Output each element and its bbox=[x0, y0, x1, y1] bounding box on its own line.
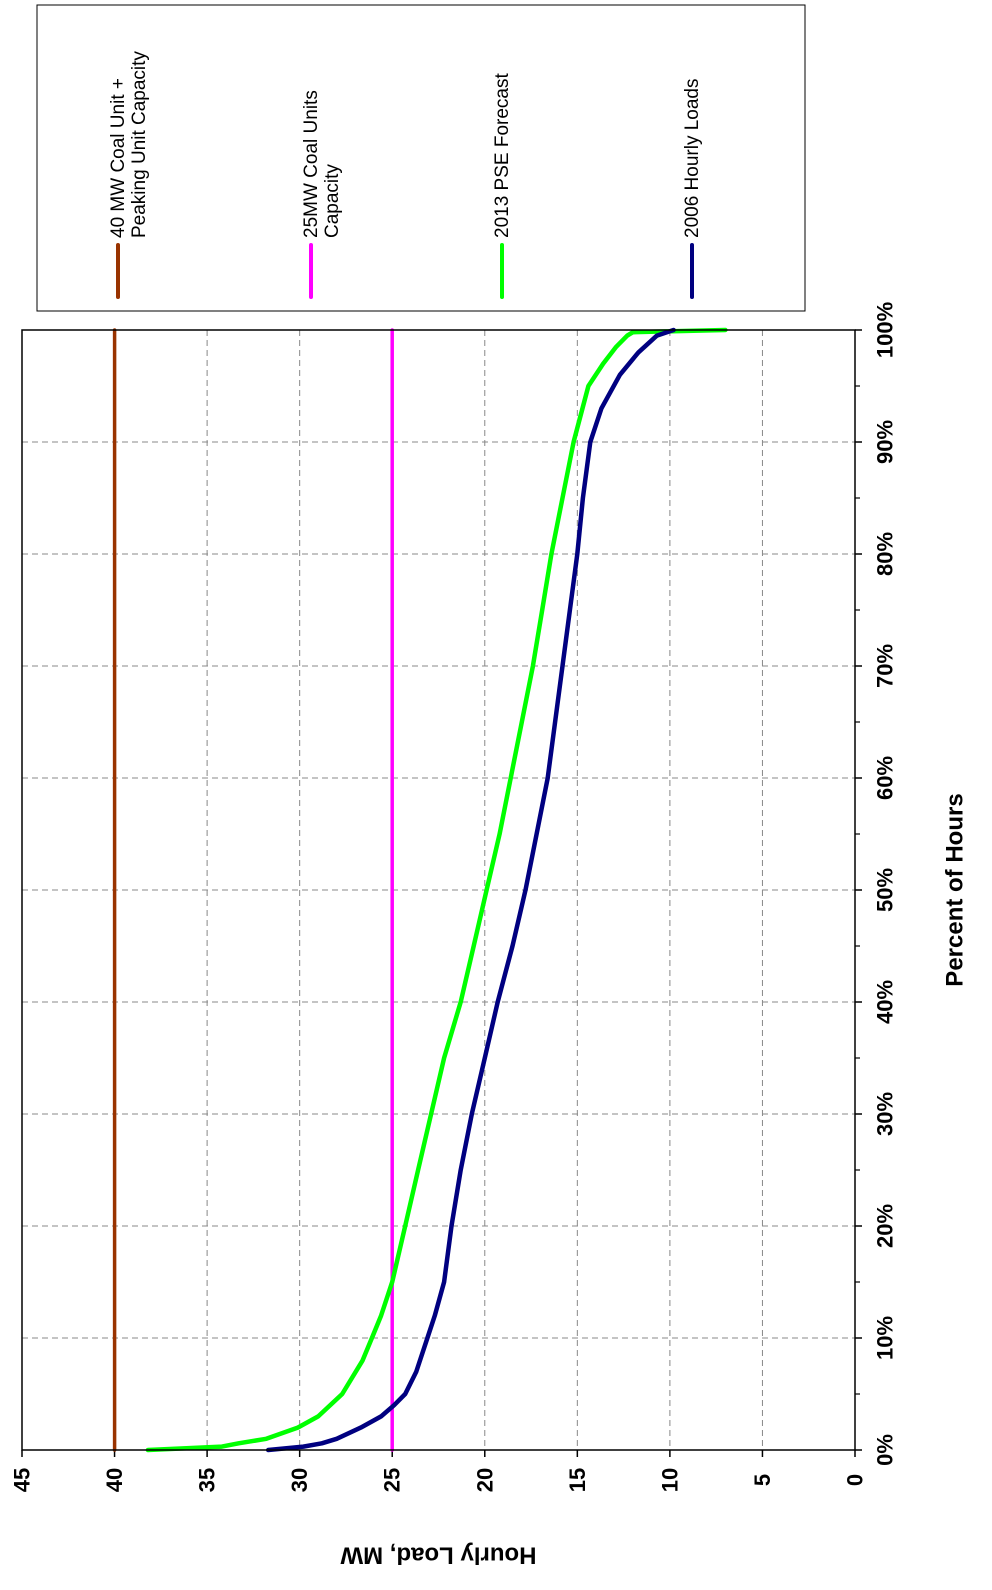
x-tick-labels: 0% 10% 20% 30% 40% 50% 60% 70% 80% 90% 100% bbox=[873, 302, 898, 1466]
y-tick-label: 10 bbox=[657, 1468, 682, 1492]
y-tick-label: 40 bbox=[102, 1468, 127, 1492]
legend-label-line: 2013 PSE Forecast bbox=[492, 73, 513, 238]
legend-label-line: 2006 Hourly Loads bbox=[682, 79, 703, 239]
y-tick-label: 45 bbox=[10, 1468, 35, 1492]
x-tick-label: 20% bbox=[873, 1204, 898, 1248]
x-tick-label: 0% bbox=[873, 1434, 898, 1466]
plot-frame bbox=[21, 329, 856, 1451]
y-tick-label: 25 bbox=[380, 1468, 405, 1492]
series-line-3 bbox=[145, 327, 728, 1453]
x-tick-label: 70% bbox=[873, 644, 898, 688]
legend-label-line: 40 MW Coal Unit + bbox=[108, 78, 129, 238]
legend-label-3: 2013 PSE Forecast bbox=[492, 73, 513, 238]
y-axis-title: Hourly Load, MW bbox=[340, 1542, 536, 1569]
minor-ticks bbox=[21, 329, 862, 1457]
x-tick-label: 100% bbox=[873, 302, 898, 358]
y-tick-label: 15 bbox=[565, 1468, 590, 1492]
x-tick-label: 60% bbox=[873, 756, 898, 800]
legend-box bbox=[36, 4, 806, 312]
x-tick-label: 50% bbox=[873, 868, 898, 912]
legend-label-line: 25MW Coal Units bbox=[301, 90, 322, 238]
legend-label-2: 25MW Coal UnitsCapacity bbox=[301, 90, 343, 238]
x-tick-label: 90% bbox=[873, 420, 898, 464]
x-tick-label: 80% bbox=[873, 532, 898, 576]
series-line-4 bbox=[265, 327, 676, 1453]
legend-label-line: Capacity bbox=[322, 164, 343, 238]
y-tick-label: 35 bbox=[195, 1468, 220, 1492]
plot-area bbox=[21, 327, 862, 1457]
y-tick-label: 20 bbox=[472, 1468, 497, 1492]
x-tick-label: 10% bbox=[873, 1316, 898, 1360]
legend: 40 MW Coal Unit +Peaking Unit Capacity 25… bbox=[36, 4, 806, 312]
legend-label-4: 2006 Hourly Loads bbox=[682, 79, 703, 239]
y-tick-label: 0 bbox=[843, 1474, 868, 1486]
x-tick-label: 40% bbox=[873, 980, 898, 1024]
y-tick-labels: 0 5 10 15 20 25 30 35 40 45 bbox=[10, 1468, 868, 1492]
y-tick-label: 5 bbox=[750, 1474, 775, 1486]
legend-label-line: Peaking Unit Capacity bbox=[129, 51, 150, 238]
x-tick-label: 30% bbox=[873, 1092, 898, 1136]
y-tick-label: 30 bbox=[287, 1468, 312, 1492]
legend-label-1: 40 MW Coal Unit +Peaking Unit Capacity bbox=[108, 51, 150, 238]
series-lines bbox=[112, 327, 728, 1453]
x-axis-title: Percent of Hours bbox=[942, 793, 969, 986]
